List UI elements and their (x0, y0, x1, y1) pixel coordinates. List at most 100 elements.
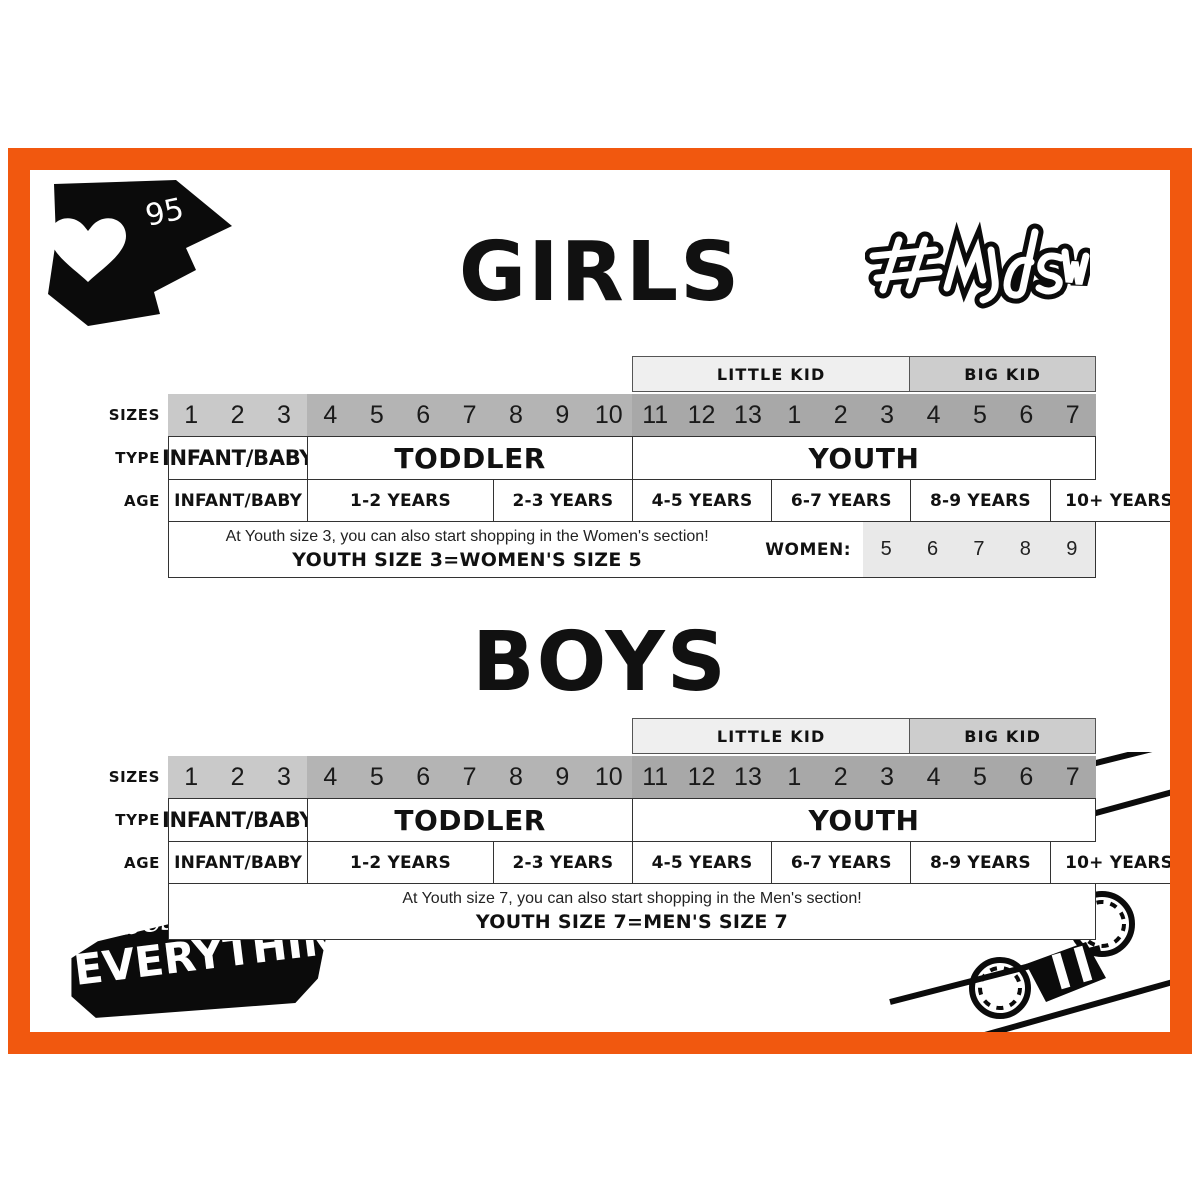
girls-conversion-sizes: 5 6 7 8 9 (863, 522, 1095, 577)
age-cell: 4-5 YEARS (631, 480, 772, 522)
size-cell: 5 (972, 762, 987, 791)
age-cell: 4-5 YEARS (631, 842, 772, 884)
size-chart-poster: 95 (8, 148, 1192, 1054)
size-cell: 6 (416, 400, 431, 429)
boys-size-chart: LITTLE KID BIG KID SIZES 1 2 3 4 5 6 7 8 9 10 11 12 13 1… (96, 718, 1170, 940)
size-cell: 3 (880, 762, 895, 791)
size-cell: 10 (594, 400, 623, 429)
girls-note-line1: At Youth size 3, you can also start shop… (225, 528, 709, 545)
size-cell: 6 (416, 762, 431, 791)
size-cell: 3 (277, 400, 291, 429)
girls-note-block: At Youth size 3, you can also start shop… (168, 522, 1096, 578)
girls-note-wrap: At Youth size 3, you can also start shop… (168, 522, 1096, 578)
svg-text:95: 95 (142, 192, 187, 234)
size-cell: 8 (508, 400, 523, 429)
girls-note-inner: At Youth size 3, you can also start shop… (169, 522, 1095, 577)
size-cell: 2 (230, 762, 245, 791)
boys-note-row: At Youth size 7, you can also start shop… (96, 884, 1096, 940)
row-label-sizes: SIZES (108, 406, 160, 424)
age-cell: 10+ YEARS (1049, 842, 1170, 884)
boys-sizes-segment-infant: 1 2 3 (168, 756, 308, 798)
age-cell: 1-2 YEARS (307, 842, 493, 884)
boys-note-inner: At Youth size 7, you can also start shop… (169, 884, 1095, 939)
age-cell: 10+ YEARS (1049, 480, 1170, 522)
row-label-sizes: SIZES (108, 768, 160, 786)
girls-kid-band-track: LITTLE KID BIG KID (168, 356, 1096, 392)
size-cell: 2 (833, 400, 848, 429)
age-cell: INFANT/BABY (168, 842, 308, 884)
boys-sizes-segment-youth: 11 12 13 1 2 3 4 5 6 7 (631, 756, 1096, 798)
girls-sizes-segment-toddler: 4 5 6 7 8 9 10 (307, 394, 632, 436)
boys-note-block: At Youth size 7, you can also start shop… (168, 884, 1096, 940)
age-cell: 6-7 YEARS (771, 480, 911, 522)
girls-big-kid-label: BIG KID (964, 364, 1042, 384)
girls-sizes-track: 1 2 3 4 5 6 7 8 9 10 11 12 13 1 2 3 4 5 6 7 (168, 394, 1096, 436)
girls-note-text: At Youth size 3, you can also start shop… (169, 522, 765, 577)
girls-big-kid-band: BIG KID (910, 356, 1096, 392)
girls-sizes-row: SIZES 1 2 3 4 5 6 7 8 9 10 11 12 13 1 2 3 4 5 6 7 (96, 394, 1096, 436)
size-cell: 4 (323, 762, 338, 791)
girls-type-track: INFANT/BABY TODDLER YOUTH (162, 436, 1096, 480)
size-cell: 3 (880, 400, 895, 429)
girls-sizes-segment-youth: 11 12 13 1 2 3 4 5 6 7 (631, 394, 1096, 436)
boys-big-kid-band: BIG KID (910, 718, 1096, 754)
type-cell: TODDLER (307, 436, 632, 480)
row-label-age: AGE (124, 492, 160, 510)
size-cell: 9 (555, 762, 570, 791)
size-cell: 6 (1019, 400, 1034, 429)
boys-little-kid-band: LITTLE KID (632, 718, 911, 754)
boys-note-spacer (96, 884, 168, 940)
girls-age-track: INFANT/BABY 1-2 YEARS 2-3 YEARS 4-5 YEARS 6-… (168, 480, 1170, 522)
size-cell: 4 (926, 762, 941, 791)
poster-inner: 95 (30, 170, 1170, 1032)
girls-age-row: AGE INFANT/BABY 1-2 YEARS 2-3 YEARS 4-5 YEAR… (96, 480, 1170, 522)
age-cell: 1-2 YEARS (307, 480, 493, 522)
size-cell: 2 (230, 400, 245, 429)
girls-note-line2: YOUTH SIZE 3=WOMEN'S SIZE 5 (292, 549, 643, 571)
size-cell: 1 (787, 762, 802, 791)
type-cell: YOUTH (631, 436, 1096, 480)
boys-big-kid-label: BIG KID (964, 726, 1042, 746)
type-cell: INFANT/BABY (162, 436, 314, 480)
conversion-size-cell: 5 (880, 538, 892, 560)
boys-kid-band-spacer-label (96, 718, 168, 754)
size-cell: 5 (369, 400, 384, 429)
size-cell: 7 (462, 762, 477, 791)
size-cell: 7 (1065, 762, 1080, 791)
size-cell: 1 (184, 762, 199, 791)
size-cell: 12 (687, 400, 716, 429)
boys-sizes-row: SIZES 1 2 3 4 5 6 7 8 9 10 11 12 13 1 2 3 4 5 6 7 (96, 756, 1096, 798)
size-cell: 13 (734, 400, 762, 429)
girls-type-row: TYPE INFANT/BABY TODDLER YOUTH (96, 436, 1096, 480)
conversion-size-cell: 8 (1019, 538, 1031, 560)
boys-note-line2: YOUTH SIZE 7=MEN'S SIZE 7 (475, 911, 789, 933)
size-cell: 5 (369, 762, 384, 791)
size-cell: 4 (926, 400, 941, 429)
size-cell: 8 (508, 762, 523, 791)
size-cell: 13 (734, 762, 762, 791)
size-cell: 12 (687, 762, 716, 791)
conversion-size-cell: 9 (1066, 538, 1078, 560)
size-cell: 10 (594, 762, 623, 791)
boys-section-title: BOYS (472, 615, 728, 710)
size-cell: 7 (1065, 400, 1080, 429)
boys-type-track: INFANT/BABY TODDLER YOUTH (162, 798, 1096, 842)
size-cell: 4 (323, 400, 338, 429)
boys-type-row: TYPE INFANT/BABY TODDLER YOUTH (96, 798, 1096, 842)
girls-conversion-label: WOMEN: (765, 539, 851, 560)
age-cell: 8-9 YEARS (910, 480, 1050, 522)
girls-kid-band-row: LITTLE KID BIG KID (96, 356, 1096, 392)
girls-kid-band-offset (168, 356, 632, 392)
type-cell: YOUTH (631, 798, 1096, 842)
size-cell: 9 (555, 400, 570, 429)
size-cell: 1 (184, 400, 199, 429)
age-cell: 6-7 YEARS (771, 842, 911, 884)
size-cell: 5 (972, 400, 987, 429)
boys-kid-band-row: LITTLE KID BIG KID (96, 718, 1096, 754)
size-cell: 2 (833, 762, 848, 791)
girls-kid-band-spacer-label (96, 356, 168, 392)
girls-little-kid-label: LITTLE KID (716, 364, 826, 384)
row-label-type: TYPE (115, 449, 160, 467)
boys-note-text: At Youth size 7, you can also start shop… (169, 884, 1095, 939)
boys-age-track: INFANT/BABY 1-2 YEARS 2-3 YEARS 4-5 YEARS 6-… (168, 842, 1170, 884)
